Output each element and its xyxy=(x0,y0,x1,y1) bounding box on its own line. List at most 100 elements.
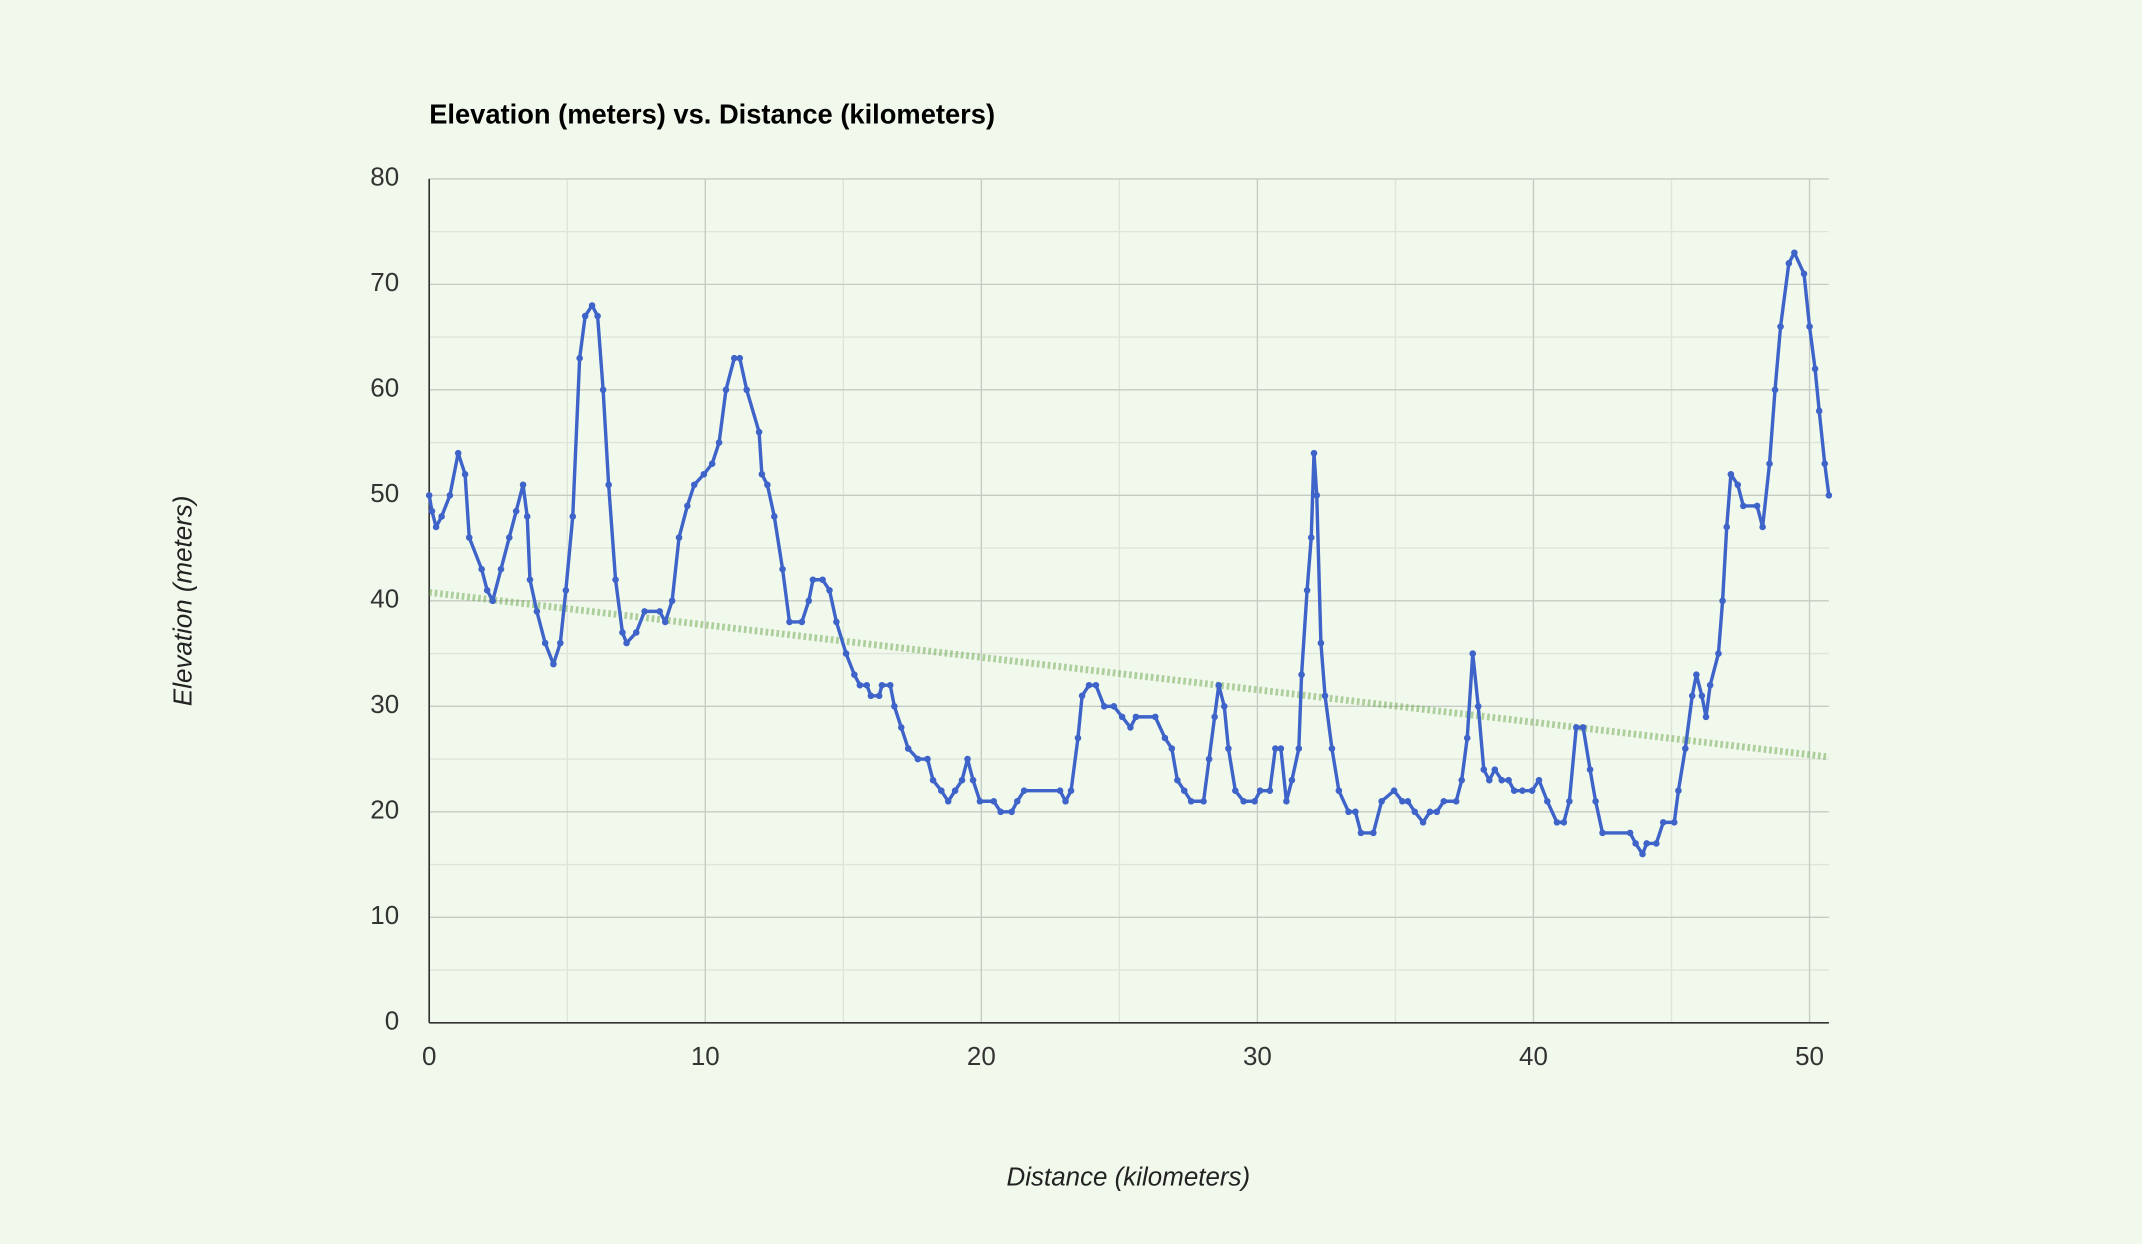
data-point xyxy=(576,354,583,362)
data-point xyxy=(526,576,534,584)
x-tick-label: 0 xyxy=(422,1043,436,1071)
data-point xyxy=(519,481,527,489)
data-point xyxy=(786,618,793,626)
data-point xyxy=(1187,797,1195,805)
data-point xyxy=(505,534,513,541)
data-point xyxy=(1110,703,1118,710)
data-point xyxy=(1127,724,1134,731)
x-tick-label: 50 xyxy=(1795,1043,1824,1071)
x-axis-label: Distance (kilometers) xyxy=(1007,1163,1251,1191)
data-point xyxy=(1426,808,1434,816)
data-point xyxy=(1702,713,1710,721)
data-point xyxy=(1670,819,1678,826)
data-point xyxy=(1791,249,1798,257)
data-point xyxy=(904,745,912,752)
data-point xyxy=(1519,787,1526,794)
data-point xyxy=(594,312,601,320)
data-point xyxy=(1825,492,1833,499)
data-point xyxy=(1544,797,1551,805)
data-point xyxy=(826,587,833,594)
data-point xyxy=(1682,745,1689,752)
data-point xyxy=(1132,713,1140,721)
data-point xyxy=(708,460,716,467)
data-point xyxy=(736,354,744,362)
data-point xyxy=(798,618,806,626)
data-point xyxy=(779,565,786,573)
data-point xyxy=(1200,797,1207,805)
chart-title: Elevation (meters) vs. Distance (kilomet… xyxy=(429,98,995,129)
data-point xyxy=(1639,850,1646,858)
data-point xyxy=(1378,797,1385,805)
x-tick-label: 20 xyxy=(967,1043,996,1071)
data-point xyxy=(1535,776,1543,784)
data-point xyxy=(1486,776,1493,784)
data-point xyxy=(1307,534,1315,541)
data-point xyxy=(1599,829,1606,837)
data-point xyxy=(684,502,691,510)
data-point xyxy=(1632,840,1639,847)
y-tick-label: 0 xyxy=(385,1008,399,1036)
data-point xyxy=(569,513,577,520)
data-point xyxy=(1675,787,1682,794)
data-point xyxy=(1221,703,1228,710)
data-point xyxy=(1345,808,1352,816)
data-point xyxy=(1469,650,1477,657)
data-point xyxy=(1579,724,1587,731)
data-point xyxy=(863,681,871,689)
data-point xyxy=(1399,797,1406,805)
data-point xyxy=(1357,829,1365,837)
data-point xyxy=(1693,671,1700,678)
data-point xyxy=(523,513,531,520)
data-point xyxy=(599,386,607,394)
y-tick-label: 30 xyxy=(370,691,399,719)
data-point xyxy=(1067,787,1075,794)
data-point xyxy=(432,523,440,531)
data-point xyxy=(1753,502,1761,510)
data-point xyxy=(758,470,766,478)
y-tick-label: 50 xyxy=(370,480,399,508)
data-point xyxy=(819,576,826,584)
data-point xyxy=(1566,797,1573,805)
data-point xyxy=(764,481,771,489)
data-point xyxy=(1008,808,1015,816)
data-point xyxy=(1020,787,1028,794)
data-point xyxy=(641,608,648,615)
data-point xyxy=(1215,681,1223,689)
data-point xyxy=(1698,692,1706,700)
data-point xyxy=(1653,840,1660,847)
data-point xyxy=(1078,692,1086,700)
data-point xyxy=(958,776,966,784)
data-point xyxy=(454,449,462,457)
data-point xyxy=(581,312,589,320)
y-axis-label: Elevation (meters) xyxy=(170,496,198,706)
data-point xyxy=(1715,650,1722,657)
data-point xyxy=(1411,808,1419,816)
data-point xyxy=(632,629,640,636)
data-point xyxy=(675,534,683,541)
data-point xyxy=(1288,776,1296,784)
data-point xyxy=(1272,745,1279,752)
data-point xyxy=(465,534,473,541)
data-point xyxy=(1815,407,1823,415)
data-point xyxy=(1335,787,1343,794)
data-point xyxy=(1074,734,1082,742)
data-point xyxy=(1370,829,1377,837)
data-point xyxy=(1062,797,1069,805)
data-point xyxy=(1505,776,1512,784)
data-point xyxy=(690,481,698,489)
data-point xyxy=(1626,829,1634,837)
data-point xyxy=(1321,692,1329,700)
data-point xyxy=(700,470,708,478)
data-point xyxy=(1310,449,1318,457)
data-point xyxy=(562,587,570,594)
data-point xyxy=(1240,797,1247,805)
data-point xyxy=(805,597,813,605)
data-point xyxy=(1056,787,1064,794)
data-point xyxy=(1734,481,1742,489)
data-point xyxy=(1771,386,1779,394)
data-point xyxy=(964,755,971,763)
data-point xyxy=(428,507,436,515)
data-point xyxy=(1419,819,1427,826)
data-point xyxy=(1277,745,1285,752)
